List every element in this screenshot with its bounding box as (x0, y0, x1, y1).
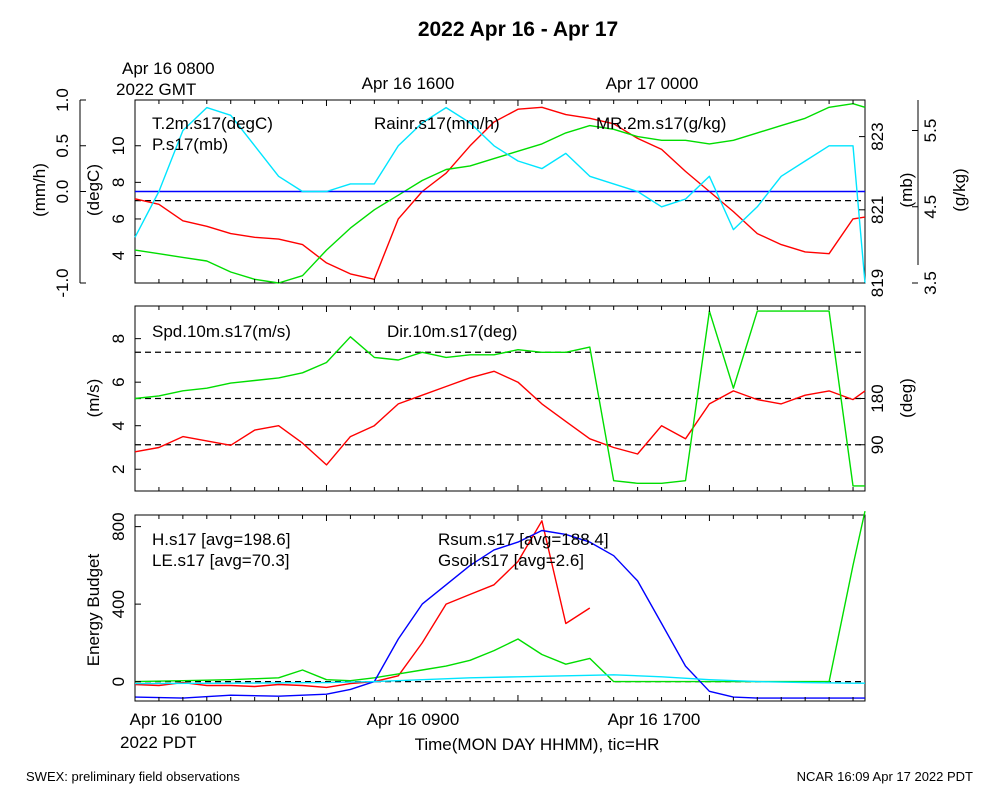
temp-tick-label: 4 (109, 251, 128, 260)
series-line (134, 106, 866, 280)
legend-sensible-heat: H.s17 [avg=198.6] (152, 530, 290, 549)
temp-tick-label: 10 (109, 136, 128, 155)
gmt-first-label: Apr 16 0800 (122, 59, 215, 78)
energy-tick-label: 0 (109, 677, 128, 686)
chart-title: 2022 Apr 16 - Apr 17 (418, 18, 618, 41)
rain-axis-label: (mm/h) (30, 163, 49, 217)
energy-axis-label: Energy Budget (84, 553, 103, 666)
legend-rain-rate: Rainr.s17(mm/h) (374, 114, 500, 133)
speed-tick-label: 4 (109, 421, 128, 430)
legend-soil-heat: Gsoil.s17 [avg=2.6] (438, 551, 584, 570)
temp-tick-label: 8 (109, 178, 128, 187)
rain-tick-label: 0.5 (53, 134, 72, 158)
x-ticks (134, 100, 854, 701)
pdt-first-label: Apr 16 0100 (130, 710, 223, 729)
mr-tick-label: 5.5 (921, 119, 940, 143)
energy-tick-label: 400 (109, 590, 128, 618)
speed-tick-label: 2 (109, 465, 128, 474)
series-line (134, 529, 865, 699)
mr-axis-label: (g/kg) (950, 168, 969, 211)
legend-net-radiation: Rsum.s17 [avg=188.4] (438, 530, 609, 549)
energy-panel-frame (134, 514, 866, 702)
wind-plot-area (134, 310, 866, 487)
rain-tick-label: 1.0 (53, 88, 72, 112)
legend-temperature: T.2m.s17(degC) (152, 114, 273, 133)
legend-wind-direction: Dir.10m.s17(deg) (387, 322, 517, 341)
pdt-year-label: 2022 PDT (120, 733, 197, 752)
dir-tick-label: 90 (868, 435, 887, 454)
series-line (134, 102, 866, 284)
temp-axis-label: (degC) (84, 164, 103, 216)
x-axis-label: Time(MON DAY HHMM), tic=HR (415, 735, 660, 754)
dir-tick-label: 180 (868, 384, 887, 412)
energy-plot-area (134, 510, 866, 699)
gmt-third-label: Apr 17 0000 (606, 74, 699, 93)
mr-tick-label: 4.5 (921, 195, 940, 219)
pdt-third-label: Apr 16 1700 (608, 710, 701, 729)
legend-latent-heat: LE.s17 [avg=70.3] (152, 551, 290, 570)
series-line (134, 106, 866, 284)
series-line (134, 370, 866, 466)
pdt-second-label: Apr 16 0900 (367, 710, 460, 729)
dir-axis-label: (deg) (897, 378, 916, 418)
pres-tick-label: 823 (868, 122, 887, 150)
speed-axis-label: (m/s) (84, 379, 103, 418)
mr-tick-label: 3.5 (921, 271, 940, 295)
met-plot-area (134, 102, 866, 284)
rain-tick-label: -1.0 (53, 268, 72, 297)
speed-tick-label: 6 (109, 377, 128, 386)
footer-left: SWEX: preliminary field observations (26, 769, 240, 784)
gmt-second-label: Apr 16 1600 (362, 74, 455, 93)
pres-tick-label: 821 (868, 196, 887, 224)
footer-right: NCAR 16:09 Apr 17 2022 PDT (797, 769, 973, 784)
series-line (134, 674, 865, 685)
pres-tick-label: 819 (868, 269, 887, 297)
rain-tick-label: 0.0 (53, 180, 72, 204)
axis-labels: T.2m.s17(degC) P.s17(mb) Rainr.s17(mm/h) MR… (30, 88, 969, 686)
legend-wind-speed: Spd.10m.s17(m/s) (152, 322, 291, 341)
legend-mixing-ratio: MR.2m.s17(g/kg) (596, 114, 726, 133)
series-line (134, 520, 591, 689)
gmt-year-label: 2022 GMT (116, 80, 196, 99)
series-line (134, 310, 865, 487)
speed-tick-label: 8 (109, 334, 128, 343)
legend-pressure: P.s17(mb) (152, 135, 228, 154)
pres-axis-label: (mb) (897, 173, 916, 208)
temp-tick-label: 6 (109, 214, 128, 223)
energy-tick-label: 800 (109, 512, 128, 540)
